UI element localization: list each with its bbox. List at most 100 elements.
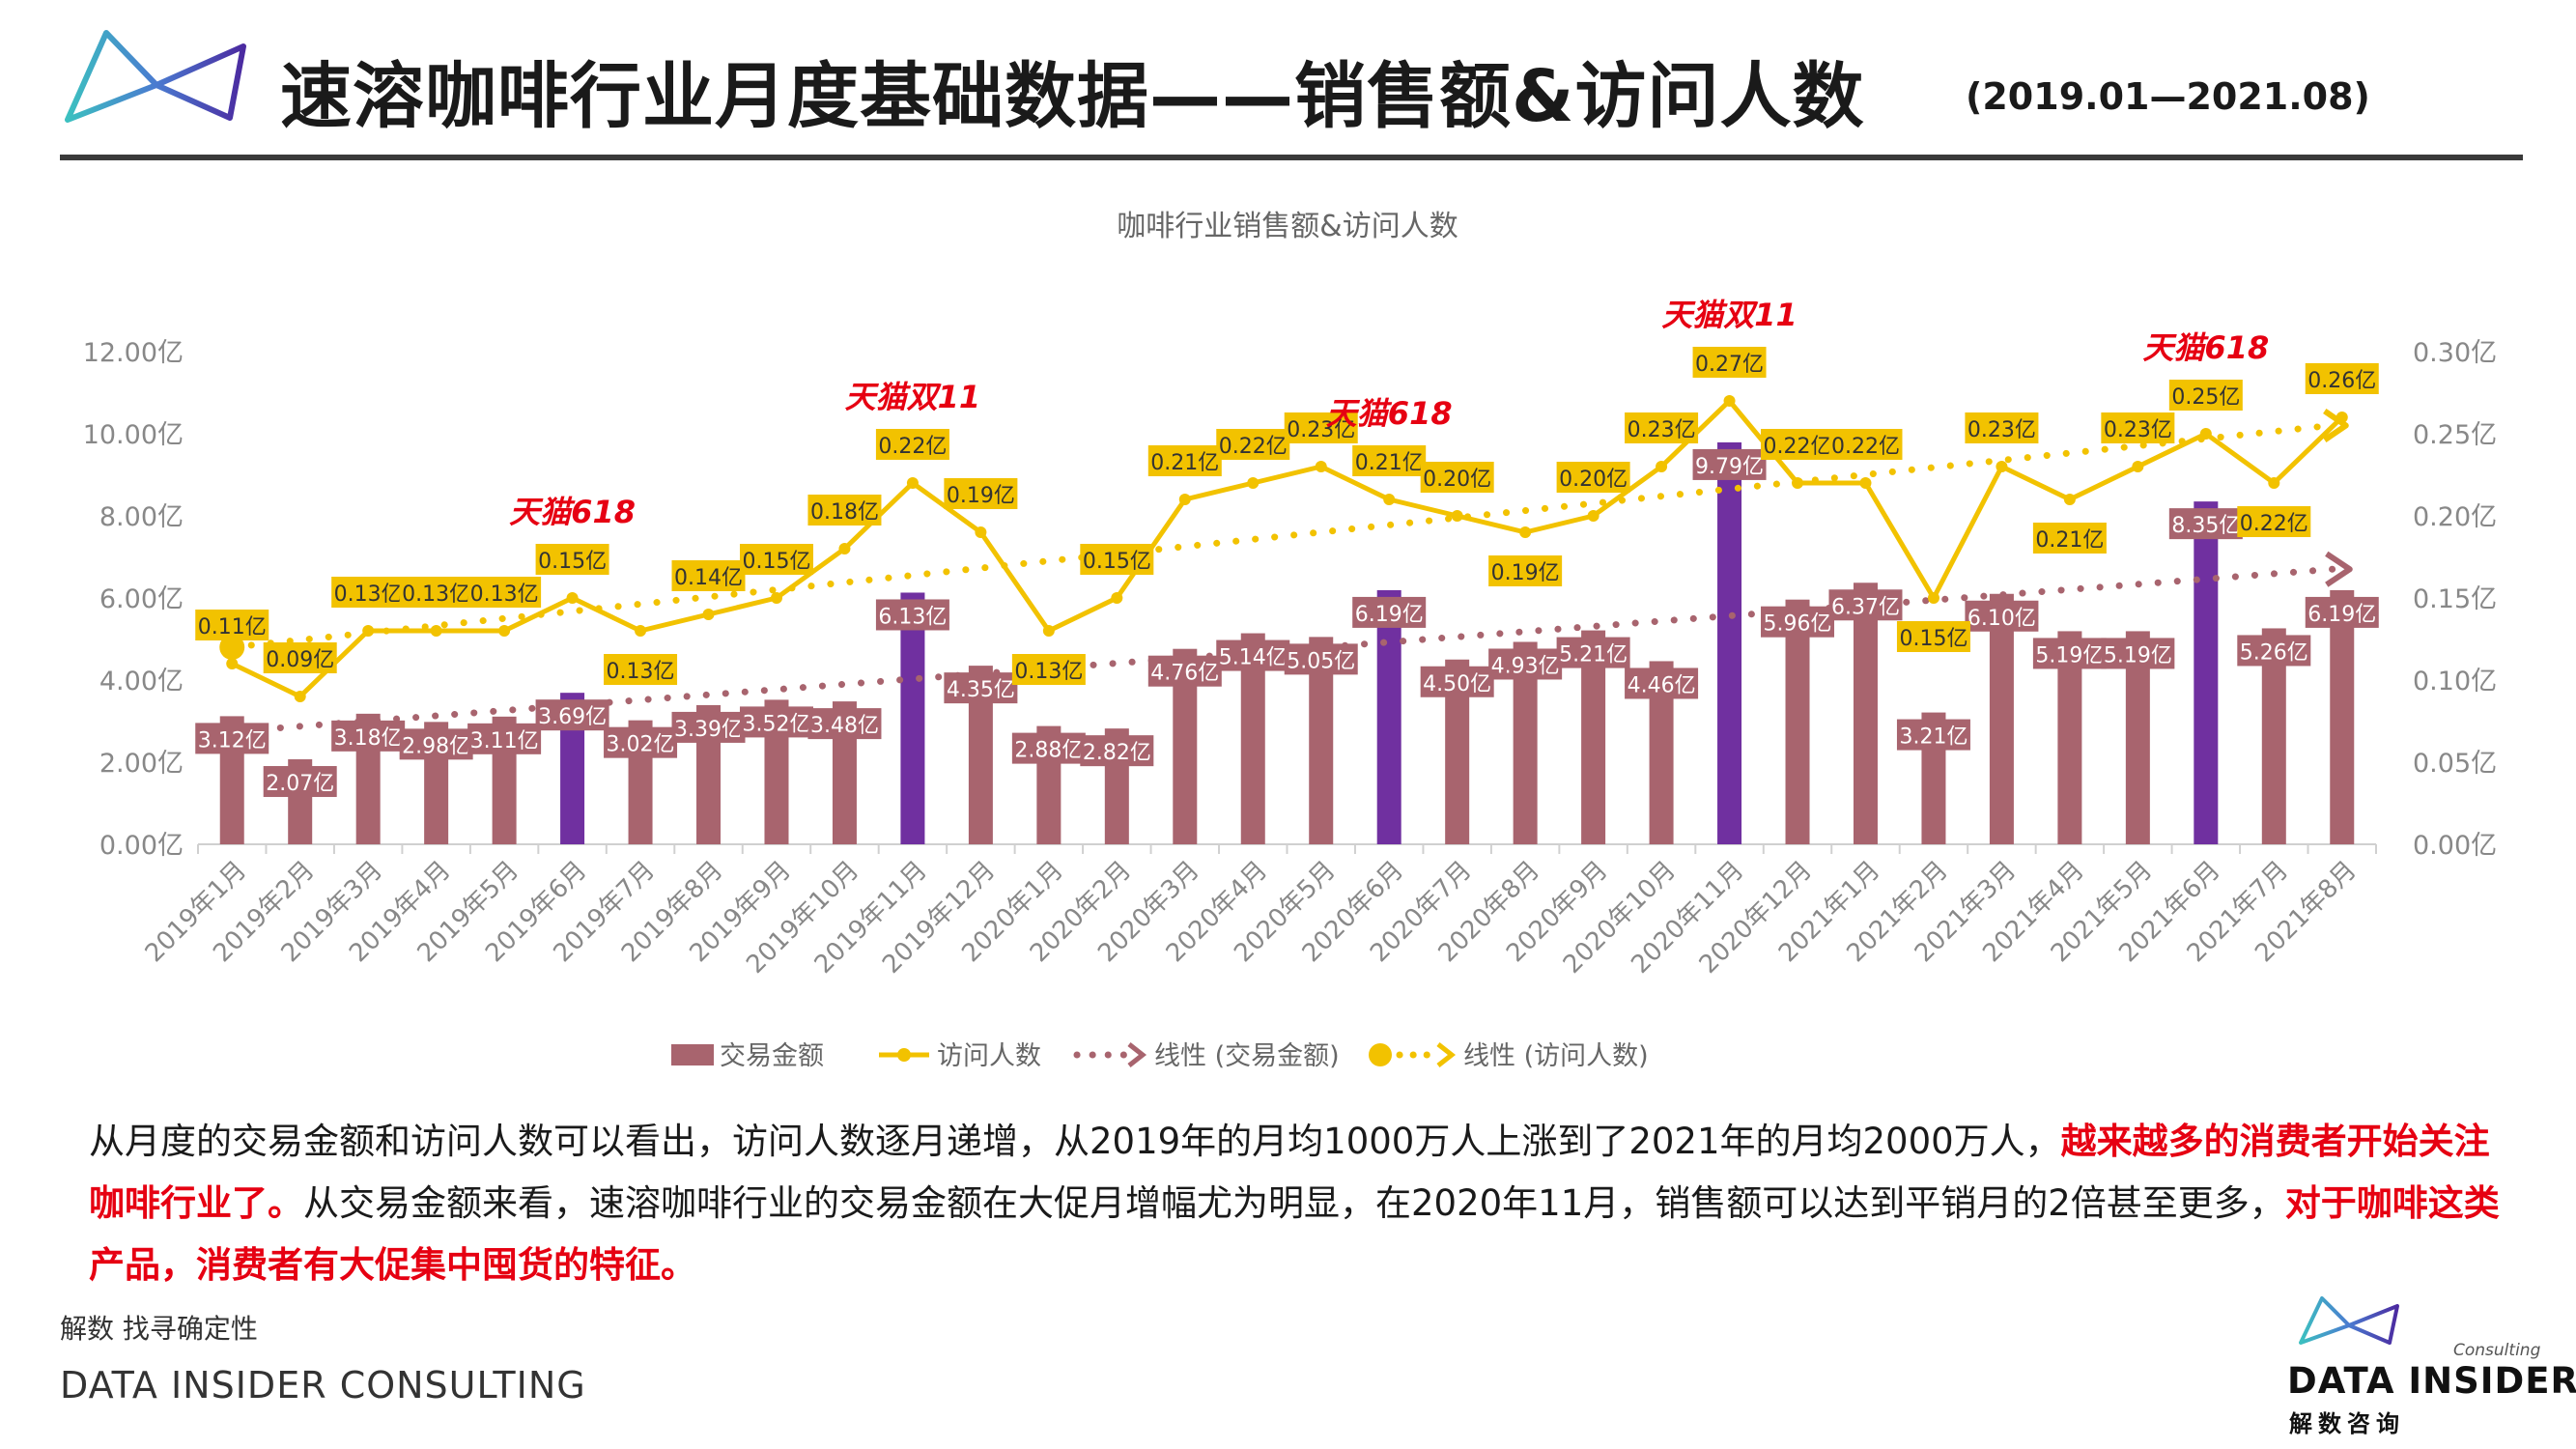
visitors-label-box — [1284, 412, 1358, 443]
y-left-tick: 12.00亿 — [83, 338, 184, 368]
visitors-point — [2268, 477, 2280, 489]
legend-label: 线性 (交易金额) — [1154, 1041, 1340, 1071]
bar-value-label: 3.21亿 — [1899, 725, 1967, 750]
visitors-point — [1247, 477, 1260, 489]
promo-annotation: 天猫双11 — [1661, 297, 1798, 333]
y-right-tick: 0.10亿 — [2413, 667, 2497, 696]
footer-slogan: 解数 找寻确定性 — [60, 1313, 258, 1345]
bar-value-label: 5.26亿 — [2240, 640, 2308, 665]
bar-label-box — [1896, 719, 1970, 751]
visitors-value-label: 0.13亿 — [402, 582, 470, 607]
bar-label-box — [1556, 637, 1630, 668]
visitors-value-label: 0.22亿 — [878, 435, 947, 459]
visitors-point — [1792, 477, 1804, 489]
visitors-label-box — [1420, 462, 1494, 493]
visitors-value-label: 0.27亿 — [1695, 353, 1764, 377]
visitors-point — [430, 625, 442, 637]
bar-value-label: 4.46亿 — [1628, 673, 1696, 697]
visitors-value-label: 0.23亿 — [2104, 418, 2172, 442]
bar-label-box — [263, 766, 337, 798]
bar-label-box — [1761, 606, 1835, 638]
y-right-tick: 0.30亿 — [2413, 338, 2497, 368]
visitors-value-label: 0.14亿 — [674, 566, 743, 590]
visitors-value-label: 0.20亿 — [1559, 468, 1628, 492]
bar — [2330, 589, 2355, 844]
trendline-visitors-start — [219, 635, 245, 660]
bar-label-box — [2101, 638, 2175, 669]
bar-promo — [900, 592, 925, 844]
promo-annotation: 天猫618 — [1326, 395, 1453, 432]
bar-value-label: 6.19亿 — [2307, 603, 2376, 627]
brand-block: Consulting DATA INSIDER 解数咨询 — [2287, 1294, 2576, 1437]
bar-value-label: 5.96亿 — [1764, 612, 1832, 637]
visitors-point — [1723, 395, 1736, 407]
visitors-value-label: 0.19亿 — [1491, 561, 1560, 585]
visitors-value-label: 0.25亿 — [2171, 385, 2240, 410]
visitors-point — [566, 592, 579, 604]
legend-label: 交易金额 — [720, 1041, 824, 1071]
visitors-label-box — [1216, 429, 1290, 460]
visitors-label-box — [1896, 621, 1970, 652]
trendline-bars-arrow — [2325, 551, 2353, 587]
bar-value-label: 4.76亿 — [1150, 662, 1219, 686]
visitors-label-box — [1761, 429, 1835, 460]
y-right-tick: 0.15亿 — [2413, 584, 2497, 614]
visitors-value-label: 0.21亿 — [2035, 528, 2104, 553]
title-divider — [60, 155, 2523, 160]
bar-label-box — [807, 708, 882, 740]
bar-label-box — [331, 720, 406, 752]
promo-annotation: 天猫618 — [509, 494, 636, 530]
visitors-value-label: 0.23亿 — [1967, 418, 2036, 442]
bar-promo — [1717, 441, 1742, 844]
visitors-label-box — [2032, 523, 2107, 554]
bar-label-box — [1352, 596, 1427, 628]
bar-value-label: 5.21亿 — [1559, 643, 1628, 668]
visitors-label-box — [604, 654, 678, 685]
visitors-value-label: 0.15亿 — [538, 550, 607, 574]
bar-label-box — [1488, 648, 1563, 680]
visitors-label-box — [399, 577, 473, 608]
legend-label: 线性 (访问人数) — [1463, 1041, 1649, 1071]
visitors-label-box — [1692, 347, 1767, 378]
visitors-value-label: 0.21亿 — [1150, 451, 1219, 475]
bar-label-box — [1828, 589, 1903, 621]
legend-arrow-icon — [1127, 1042, 1147, 1067]
visitors-point — [1178, 494, 1191, 505]
visitors-label-box — [1625, 412, 1699, 443]
bar-label-box — [604, 726, 678, 758]
bar-value-label: 6.37亿 — [1831, 595, 1900, 619]
trendline-visitors-arrow — [2323, 409, 2349, 442]
bar-value-label: 3.69亿 — [538, 705, 607, 729]
bar-value-label: 3.39亿 — [674, 718, 743, 742]
visitors-point — [1519, 526, 1532, 538]
legend-swatch-bar — [671, 1044, 714, 1065]
bar-label-box — [944, 672, 1018, 704]
promo-annotation: 天猫双11 — [845, 379, 981, 415]
visitors-value-label: 0.19亿 — [947, 484, 1015, 508]
bar-value-label: 5.05亿 — [1287, 649, 1355, 673]
visitors-point — [1996, 461, 2008, 472]
y-left-tick: 0.00亿 — [99, 831, 184, 861]
bar-label-box — [1284, 643, 1358, 675]
visitors-point — [2063, 494, 2076, 505]
summary-highlight-1: 越来越多的消费者开始关注咖啡行业了。 — [89, 1121, 2490, 1224]
summary-text-1: 从月度的交易金额和访问人数可以看出，访问人数逐月递增，从2019年的月均1000… — [89, 1121, 2061, 1162]
visitors-value-label: 0.13亿 — [470, 582, 539, 607]
brand-logo-icon — [2299, 1296, 2399, 1345]
visitors-value-label: 0.15亿 — [742, 550, 810, 574]
visitors-point — [498, 625, 511, 637]
visitors-point — [1111, 592, 1123, 604]
trendline-visitors — [228, 422, 2335, 651]
visitors-value-label: 0.13亿 — [334, 582, 403, 607]
bar-label-box — [739, 706, 813, 738]
bar-value-label: 6.13亿 — [878, 605, 947, 629]
bar-label-box — [1625, 668, 1699, 699]
visitors-point — [906, 477, 919, 489]
legend-swatch-line-dot — [897, 1048, 911, 1062]
visitors-label-box — [875, 429, 949, 460]
visitors-value-label: 0.21亿 — [1355, 451, 1424, 475]
y-left-tick: 2.00亿 — [99, 749, 184, 779]
bar-value-label: 8.35亿 — [2171, 514, 2240, 538]
bar-label-box — [467, 723, 542, 754]
visitors-value-label: 0.20亿 — [1423, 468, 1491, 492]
